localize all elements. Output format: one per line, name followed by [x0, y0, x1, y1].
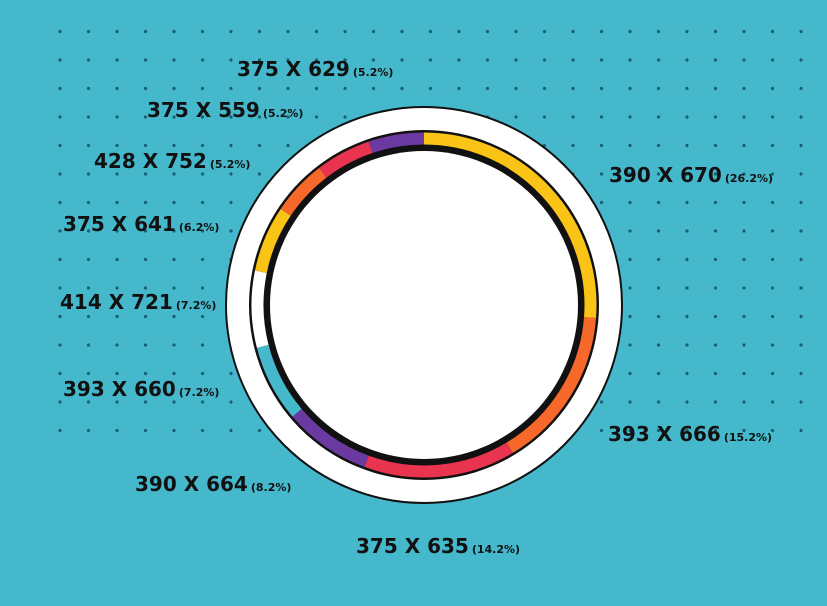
- donut-segment: [423, 132, 597, 318]
- donut-segment: [256, 344, 302, 417]
- category-label: 393 X 660: [63, 377, 176, 401]
- percent-label: (6.2%): [179, 221, 220, 234]
- percent-label: (5.2%): [353, 66, 394, 79]
- segment-label: 375 X 629 (5.2%): [237, 57, 393, 81]
- category-label: 375 X 629: [237, 57, 350, 81]
- segment-label: 375 X 635 (14.2%): [356, 534, 520, 558]
- category-label: 393 X 666: [608, 422, 721, 446]
- category-label: 428 X 752: [94, 149, 207, 173]
- segment-label: 393 X 666 (15.2%): [608, 422, 772, 446]
- percent-label: (15.2%): [724, 431, 772, 444]
- inner-disk: [270, 151, 578, 459]
- donut-segment: [319, 141, 373, 178]
- segment-label: 390 X 664 (8.2%): [135, 472, 291, 496]
- category-label: 375 X 559: [147, 98, 260, 122]
- donut-segment: [506, 317, 597, 453]
- percent-label: (8.2%): [251, 481, 292, 494]
- percent-label: (26.2%): [725, 172, 773, 185]
- percent-label: (5.2%): [263, 107, 304, 120]
- percent-label: (7.2%): [179, 386, 220, 399]
- percent-label: (5.2%): [210, 158, 251, 171]
- segment-label: 414 X 721 (7.2%): [60, 290, 216, 314]
- donut-segment: [364, 442, 513, 478]
- segment-label: 375 X 641 (6.2%): [63, 212, 219, 236]
- category-label: 375 X 635: [356, 534, 469, 558]
- donut-segment: [251, 270, 269, 348]
- category-label: 390 X 664: [135, 472, 248, 496]
- category-label: 390 X 670: [609, 163, 722, 187]
- category-label: 375 X 641: [63, 212, 176, 236]
- segment-label: 390 X 670 (26.2%): [609, 163, 773, 187]
- segment-label: 393 X 660 (7.2%): [63, 377, 219, 401]
- donut-segment: [368, 132, 425, 154]
- percent-label: (14.2%): [472, 543, 520, 556]
- category-label: 414 X 721: [60, 290, 173, 314]
- donut-segment: [292, 408, 369, 467]
- percent-label: (7.2%): [176, 299, 217, 312]
- donut-segment: [280, 168, 327, 216]
- donut-segment: [254, 208, 291, 274]
- segment-label: 428 X 752 (5.2%): [94, 149, 250, 173]
- segment-label: 375 X 559 (5.2%): [147, 98, 303, 122]
